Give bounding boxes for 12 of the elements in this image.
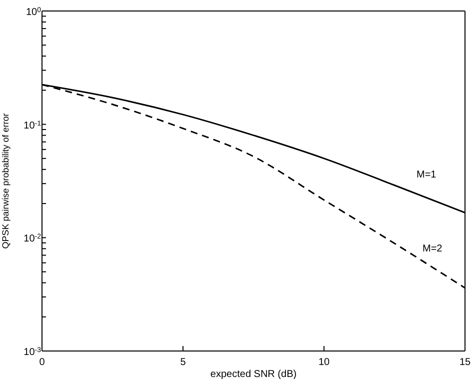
y-tick-label: 10$^{-3}$ <box>24 346 42 358</box>
series-label: M=2 <box>422 243 443 254</box>
x-tick-label: 10 <box>318 357 330 368</box>
x-tick-label: 15 <box>459 357 471 368</box>
y-tick-label: 10$^{0}$ <box>26 6 42 18</box>
x-axis-title: expected SNR (dB) <box>210 369 297 379</box>
y-axis-title: QPSK pairwise probability of error <box>0 113 10 249</box>
series-label: M=1 <box>416 169 437 180</box>
y-tick-label: 10$^{-2}$ <box>24 233 42 245</box>
y-tick-label: 10$^{-1}$ <box>24 120 42 132</box>
x-tick-label: 0 <box>39 357 46 368</box>
x-tick-label: 5 <box>180 357 186 368</box>
